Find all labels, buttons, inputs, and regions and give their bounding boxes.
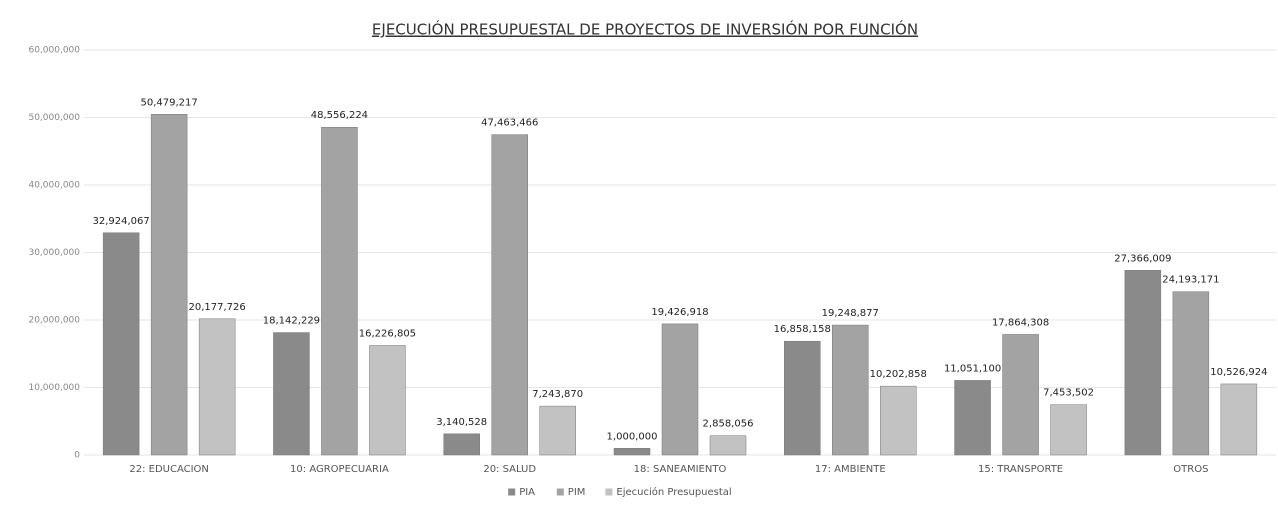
y-tick-label: 50,000,000 <box>28 113 80 123</box>
value-label: 50,479,217 <box>141 97 198 108</box>
bar <box>1124 270 1162 456</box>
value-label: 16,226,805 <box>359 328 416 339</box>
legend-label: PIM <box>568 487 586 498</box>
bar <box>150 114 188 456</box>
x-tick-label: 15: TRANSPORTE <box>978 464 1063 475</box>
value-label: 32,924,067 <box>93 216 150 227</box>
bar <box>102 232 140 456</box>
value-label: 3,140,528 <box>436 417 487 428</box>
y-tick-label: 20,000,000 <box>28 316 80 326</box>
value-label: 19,248,877 <box>822 308 879 319</box>
value-label: 11,051,100 <box>944 363 1001 374</box>
value-label: 19,426,918 <box>651 307 708 318</box>
legend-swatch <box>556 488 564 496</box>
bar <box>1050 404 1087 456</box>
bar <box>709 435 747 456</box>
y-tick-label: 60,000,000 <box>28 46 80 56</box>
x-tick-label: 17: AMBIENTE <box>815 464 886 475</box>
legend-swatch <box>605 488 613 496</box>
value-label: 18,142,229 <box>263 316 320 327</box>
bar <box>954 380 991 456</box>
y-tick-label: 0 <box>74 451 80 461</box>
value-label: 24,193,171 <box>1162 275 1219 286</box>
value-label: 7,243,870 <box>532 389 583 400</box>
value-label: 1,000,000 <box>607 431 658 442</box>
value-label: 17,864,308 <box>992 317 1049 328</box>
bar <box>784 340 821 456</box>
x-tick-label: 18: SANEAMIENTO <box>634 464 727 475</box>
y-tick-label: 10,000,000 <box>28 383 80 393</box>
legend-label: PIA <box>519 487 535 498</box>
bar <box>443 433 480 456</box>
bar <box>613 448 651 456</box>
value-label: 48,556,224 <box>311 110 368 121</box>
bar <box>832 324 869 456</box>
x-tick-label: 10: AGROPECUARIA <box>290 464 389 475</box>
y-tick-label: 30,000,000 <box>28 248 80 258</box>
bar <box>273 332 310 456</box>
bar <box>198 318 236 456</box>
legend-label: Ejecución Presupuestal <box>616 486 731 498</box>
legend-swatch <box>508 488 516 496</box>
bar <box>661 323 699 456</box>
x-tick-label: OTROS <box>1173 464 1208 475</box>
y-tick-label: 40,000,000 <box>28 181 80 191</box>
value-label: 2,858,056 <box>703 419 754 430</box>
bar <box>1002 334 1039 456</box>
bar <box>880 385 917 456</box>
x-tick-label: 20: SALUD <box>483 464 536 475</box>
value-label: 10,202,858 <box>870 369 927 380</box>
value-label: 16,858,158 <box>774 324 831 335</box>
chart-title: EJECUCIÓN PRESUPUESTAL DE PROYECTOS DE I… <box>372 20 918 39</box>
value-label: 47,463,466 <box>481 118 538 129</box>
value-label: 10,526,924 <box>1210 367 1267 378</box>
bar <box>321 126 358 456</box>
bar <box>1172 291 1210 456</box>
bar <box>491 134 528 456</box>
value-label: 20,177,726 <box>189 302 246 313</box>
bar <box>539 405 576 456</box>
value-label: 7,453,502 <box>1043 388 1094 399</box>
bar <box>369 345 406 456</box>
bar <box>1220 383 1258 456</box>
value-label: 27,366,009 <box>1114 253 1171 264</box>
x-tick-label: 22: EDUCACION <box>129 464 209 475</box>
